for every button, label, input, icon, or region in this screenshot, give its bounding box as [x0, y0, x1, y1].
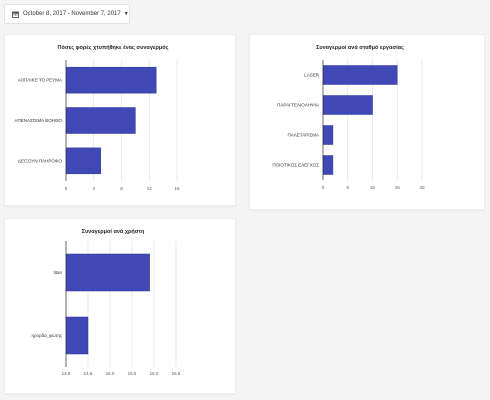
chart-card-user-alarms: Συναγερμοί ανά χρήστη 14.0 14.5 15.0 15.5 16.… — [4, 218, 236, 394]
bar — [65, 316, 89, 355]
x-tick-label: 16 — [174, 186, 180, 191]
bar — [322, 155, 334, 175]
x-tick-label: 20 — [419, 185, 425, 190]
bar — [322, 65, 398, 85]
chart-card-workstation-alarms: Συναγερμοί ανά σταθμό εργασίας 0 5 10 15 20 LA… — [249, 34, 485, 210]
chart-user-alarms: Συναγερμοί ανά χρήστη 14.0 14.5 15.0 15.5 16.… — [31, 229, 181, 376]
category-label: titan — [53, 270, 62, 275]
category-label: ΔΕΙΞΟΥΝ ΠΛΗΡΟΦΟ — [18, 158, 63, 163]
chart-title: Συναγερμοί ανά χρήστη — [82, 229, 145, 235]
x-tick-label: 5 — [346, 185, 349, 190]
x-tick-label: 4 — [92, 186, 95, 191]
x-tick-label: 16.0 — [150, 371, 159, 376]
date-range-picker[interactable]: October 8, 2017 - November 7, 2017 ▼ — [4, 4, 130, 24]
bar — [65, 147, 101, 175]
bar — [65, 66, 157, 94]
x-tick-label: 14.5 — [84, 371, 93, 376]
category-label: ηρορδα_φώτης — [31, 332, 62, 338]
bar — [65, 107, 136, 134]
x-tick-label: 15.5 — [128, 371, 137, 376]
bar — [322, 95, 373, 115]
category-label: ΑΟΠΛΙΚΕ ΤΟ ΡΕΥΜΑ — [18, 78, 62, 83]
date-range-label: October 8, 2017 - November 7, 2017 — [23, 11, 121, 17]
bar — [322, 125, 334, 145]
x-tick-label: 8 — [120, 186, 123, 191]
x-tick-label: 12 — [147, 186, 153, 191]
calendar-icon — [12, 11, 19, 18]
chart-workstation-alarms: Συναγερμοί ανά σταθμό εργασίας 0 5 10 15 20 LA… — [272, 45, 425, 190]
category-label: ΠΑΛΕΤΑΡΙΣΜΑ — [288, 133, 319, 138]
category-label: ΠΟΙΟΤΙΚΟΣ ΕΛΕΓΧΟΣ — [272, 163, 319, 168]
caret-down-icon: ▼ — [123, 11, 129, 17]
category-label: ΑΠΕΝΑΖΟΙΜΑ ΒΟΗΘΟ — [14, 118, 62, 123]
x-tick-label: 15 — [395, 185, 401, 190]
chart-title: Συναγερμοί ανά σταθμό εργασίας — [316, 45, 404, 51]
category-label: LASER — [304, 73, 320, 78]
category-label: ΠΑΡΑΓΓΕΛΙΟΛΗΨΙΑ — [277, 103, 319, 108]
x-tick-label: 16.5 — [172, 371, 181, 376]
x-tick-label: 0 — [65, 186, 68, 191]
x-tick-label: 10 — [370, 185, 376, 190]
chart-title: Πόσες φορές χτυπήθηκε ένας συναγερμός — [58, 45, 169, 51]
x-tick-label: 14.0 — [62, 371, 71, 376]
x-tick-label: 0 — [322, 185, 325, 190]
chart-card-alarm-count: Πόσες φορές χτυπήθηκε ένας συναγερμός 0 4 8… — [4, 34, 236, 206]
chart-alarm-count: Πόσες φορές χτυπήθηκε ένας συναγερμός 0 4 8… — [14, 45, 180, 191]
bar — [65, 253, 150, 292]
x-tick-label: 15.0 — [106, 371, 115, 376]
